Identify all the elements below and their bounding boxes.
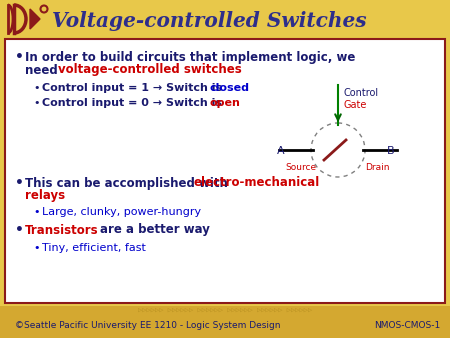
Text: Control input = 1 → Switch is: Control input = 1 → Switch is: [42, 83, 226, 93]
Text: ©Seattle Pacific University: ©Seattle Pacific University: [15, 320, 137, 330]
Text: •: •: [33, 83, 40, 93]
Text: voltage-controlled switches: voltage-controlled switches: [58, 64, 242, 76]
Text: In order to build circuits that implement logic, we: In order to build circuits that implemen…: [25, 50, 356, 64]
Text: Tiny, efficient, fast: Tiny, efficient, fast: [42, 243, 146, 253]
Text: Transistors: Transistors: [25, 223, 99, 237]
Text: electro-mechanical: electro-mechanical: [193, 176, 319, 190]
Bar: [0, 0, 450, 38]
Text: ▷▷▷▷▷▷ ▷▷▷▷▷▷ ▷▷▷▷▷▷ ▷▷▷▷▷▷ ▷▷▷▷▷▷ ▷▷▷▷▷▷: ▷▷▷▷▷▷ ▷▷▷▷▷▷ ▷▷▷▷▷▷ ▷▷▷▷▷▷ ▷▷▷▷▷▷ ▷▷▷▷▷…: [138, 308, 312, 314]
Text: •: •: [15, 50, 24, 64]
Text: Source: Source: [285, 163, 316, 171]
Text: NMOS-CMOS-1: NMOS-CMOS-1: [374, 320, 440, 330]
Text: are a better way: are a better way: [100, 223, 210, 237]
Bar: [0, 306, 450, 338]
Text: Voltage-controlled Switches: Voltage-controlled Switches: [52, 11, 367, 31]
Text: •: •: [15, 176, 24, 190]
Bar: [5, 39, 445, 303]
Text: Control input = 0 → Switch is: Control input = 0 → Switch is: [42, 98, 226, 108]
Text: Gate: Gate: [344, 100, 367, 110]
Text: This can be accomplished with: This can be accomplished with: [25, 176, 232, 190]
Text: •: •: [33, 243, 40, 253]
Text: Large, clunky, power-hungry: Large, clunky, power-hungry: [42, 207, 201, 217]
Text: •: •: [33, 207, 40, 217]
Text: Control: Control: [344, 88, 379, 98]
Text: need: need: [25, 64, 62, 76]
Text: closed: closed: [210, 83, 250, 93]
Polygon shape: [30, 9, 40, 29]
Text: •: •: [33, 98, 40, 108]
Text: Drain: Drain: [365, 163, 389, 171]
Text: open: open: [210, 98, 241, 108]
Text: EE 1210 - Logic System Design: EE 1210 - Logic System Design: [140, 320, 280, 330]
Text: relays: relays: [25, 190, 65, 202]
Text: •: •: [15, 223, 24, 237]
Text: B: B: [387, 146, 395, 156]
Text: A: A: [277, 146, 284, 156]
